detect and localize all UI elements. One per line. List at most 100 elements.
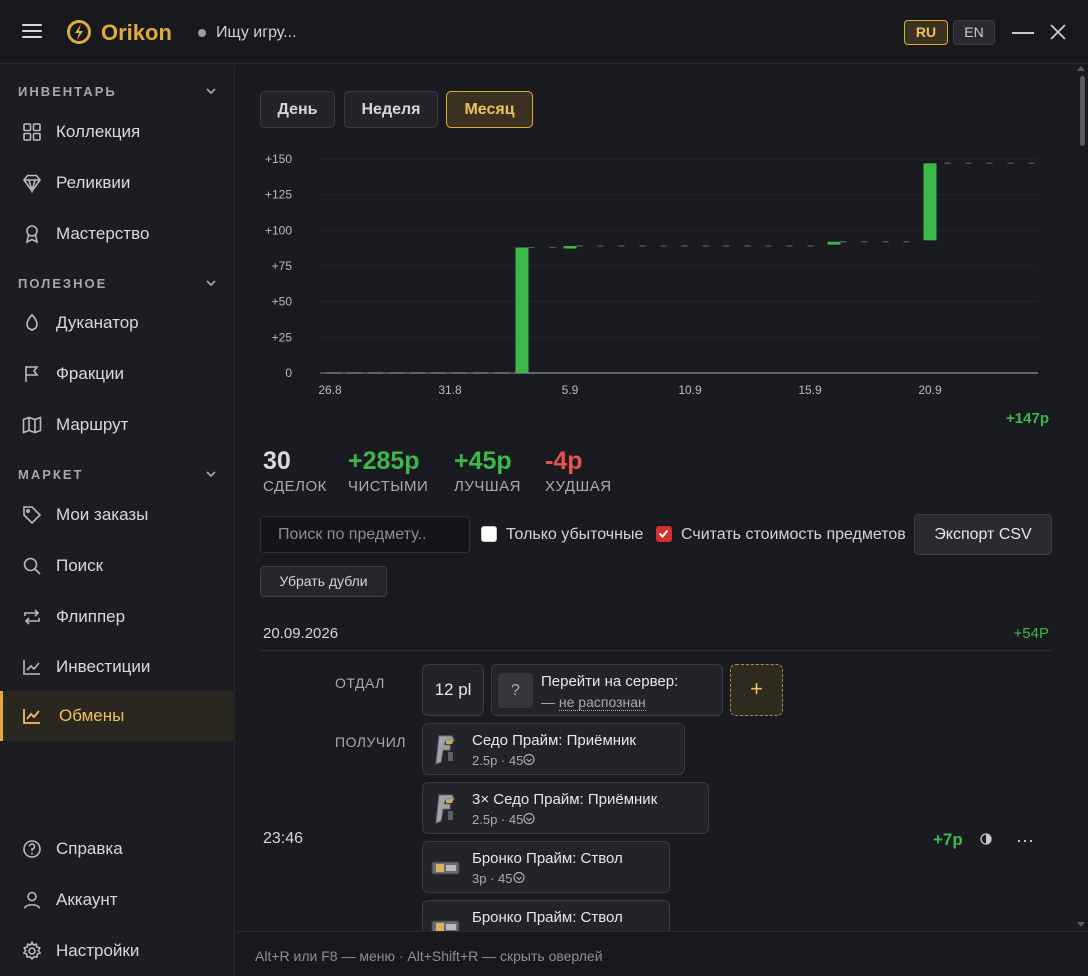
x-tick-label: 10.9 (678, 383, 702, 397)
received-item[interactable]: 3× Седо Прайм: Приёмник 2.5р · 45 (422, 782, 709, 834)
sidebar-item-account[interactable]: Аккаунт (0, 875, 235, 925)
server-title: Перейти на сервер: (541, 673, 679, 690)
count-items-label: Считать стоимость предметов (681, 526, 906, 543)
item-mastery: 45 (508, 753, 524, 768)
trade-time: 23:46 (263, 830, 304, 847)
repeat-icon (24, 609, 40, 625)
trades-panel: День Неделя Месяц 0 +25 +50 +75 +100 +125 +150… (236, 65, 1088, 931)
stat-value: 30 (263, 447, 291, 475)
section-useful[interactable]: ПОЛЕЗНОЕ (18, 276, 218, 291)
scrollbar[interactable] (1076, 65, 1088, 931)
sidebar-item-settings[interactable]: Настройки (0, 926, 235, 976)
tab-week[interactable]: Неделя (344, 91, 438, 128)
sidebar-item-label: Обмены (59, 706, 125, 725)
barrel-icon (431, 861, 460, 875)
scroll-down-icon[interactable] (1077, 922, 1085, 927)
sidebar-item-label: Аккаунт (56, 890, 118, 909)
stat-best: +45р ЛУЧШАЯ (454, 447, 521, 495)
server-chip[interactable]: ? Перейти на сервер: — не распознан (491, 664, 723, 716)
close-icon[interactable] (1048, 22, 1068, 42)
checkmark-icon (658, 529, 669, 538)
day-date: 20.09.2026 (263, 625, 339, 642)
lang-en-button[interactable]: EN (953, 20, 995, 45)
received-label: ПОЛУЧИЛ (335, 734, 406, 750)
y-tick-label: +100 (265, 223, 292, 237)
stat-value: -4р (545, 447, 583, 475)
received-item[interactable]: Седо Прайм: Приёмник 2.5р · 45 (422, 723, 685, 775)
item-price: 3р (472, 871, 487, 886)
sidebar-item-my-orders[interactable]: Мои заказы (0, 490, 235, 540)
sidebar-item-label: Мои заказы (56, 505, 149, 524)
platinum-chip[interactable]: 12 pl (422, 664, 484, 716)
server-status: — не распознан (541, 694, 646, 711)
sidebar-item-factions[interactable]: Фракции (0, 349, 235, 399)
received-item[interactable]: Бронко Прайм: Ствол 3р · 45 (422, 841, 670, 893)
contrast-icon[interactable] (980, 833, 992, 845)
sidebar-item-flipper[interactable]: Флиппер (0, 592, 235, 642)
received-item[interactable]: Бронко Прайм: Ствол (422, 900, 670, 931)
section-title: ИНВЕНТАРЬ (18, 84, 117, 99)
chart-bar (827, 241, 841, 245)
section-title: ПОЛЕЗНОЕ (18, 276, 108, 291)
scrollbar-thumb[interactable] (1080, 76, 1085, 146)
sidebar-item-help[interactable]: Справка (0, 824, 235, 874)
barrel-icon (431, 920, 460, 931)
sidebar-item-search[interactable]: Поиск (0, 541, 235, 591)
sidebar-item-collection[interactable]: Коллекция (0, 107, 235, 157)
section-market[interactable]: МАРКЕТ (18, 467, 218, 482)
sidebar-item-label: Коллекция (56, 122, 141, 141)
status-dash: — (541, 694, 555, 710)
game-search[interactable]: Ищу игру... (216, 24, 297, 41)
trade-delta: +7р (933, 830, 963, 849)
remove-duplicates-button[interactable]: Убрать дубли (260, 566, 387, 597)
help-icon (23, 840, 41, 858)
minimize-icon[interactable] (1012, 32, 1034, 34)
receiver-icon (435, 735, 455, 765)
item-meta: 3р · 45 (472, 871, 525, 886)
count-items-checkbox[interactable] (656, 526, 672, 542)
lang-ru-button[interactable]: RU (904, 20, 948, 45)
chart-total-label: +147р (1006, 410, 1049, 427)
chart-bar (563, 246, 577, 249)
item-price: 2.5р (472, 812, 498, 827)
y-tick-label: +75 (272, 259, 293, 273)
chevron-down-icon (206, 88, 216, 95)
tab-month[interactable]: Месяц (446, 91, 533, 128)
sidebar-item-label: Фракции (56, 364, 124, 383)
hamburger-menu-icon[interactable] (22, 24, 42, 40)
grid-icon (23, 123, 41, 141)
sidebar-item-relics[interactable]: Реликвии (0, 158, 235, 208)
diamond-icon (22, 174, 42, 193)
sidebar-item-route[interactable]: Маршрут (0, 400, 235, 450)
sidebar-item-mastery[interactable]: Мастерство (0, 209, 235, 259)
x-tick-label: 31.8 (438, 383, 462, 397)
y-tick-label: 0 (285, 366, 292, 380)
sidebar-item-ducanator[interactable]: Дуканатор (0, 298, 235, 348)
divider (260, 650, 1052, 651)
item-meta: 2.5р · 45 (472, 753, 535, 768)
hotkey-hint: Alt+R или F8 — меню · Alt+Shift+R — скры… (255, 948, 603, 964)
stat-label: ХУДШАЯ (545, 478, 612, 495)
stat-worst: -4р ХУДШАЯ (545, 447, 612, 495)
item-search-input[interactable]: Поиск по предмету.. (260, 516, 470, 553)
sidebar-item-label: Поиск (56, 556, 104, 575)
profit-chart: 0 +25 +50 +75 +100 +125 +150 26.8 31.8 5.9 10.9 15.… (265, 152, 1038, 397)
item-mastery: 45 (498, 871, 513, 886)
sidebar-item-investments[interactable]: Инвестиции (0, 642, 235, 692)
more-options-icon[interactable]: ⋯ (1016, 831, 1035, 851)
add-item-button[interactable]: + (730, 664, 783, 716)
stat-value: +45р (454, 447, 512, 475)
only-loss-checkbox[interactable] (481, 526, 497, 542)
chevron-down-icon (206, 280, 216, 287)
sidebar-item-label: Маршрут (56, 415, 129, 434)
export-csv-button[interactable]: Экспорт CSV (914, 514, 1052, 555)
sidebar-item-trades[interactable]: Обмены (0, 691, 235, 741)
y-tick-label: +150 (265, 152, 292, 166)
scroll-up-icon[interactable] (1077, 66, 1085, 71)
award-icon (25, 225, 39, 244)
stat-value: +285р (348, 447, 420, 475)
mastery-icon (512, 871, 525, 884)
section-inventory[interactable]: ИНВЕНТАРЬ (18, 84, 218, 99)
tab-day[interactable]: День (260, 91, 335, 128)
invest-icon (23, 660, 40, 675)
